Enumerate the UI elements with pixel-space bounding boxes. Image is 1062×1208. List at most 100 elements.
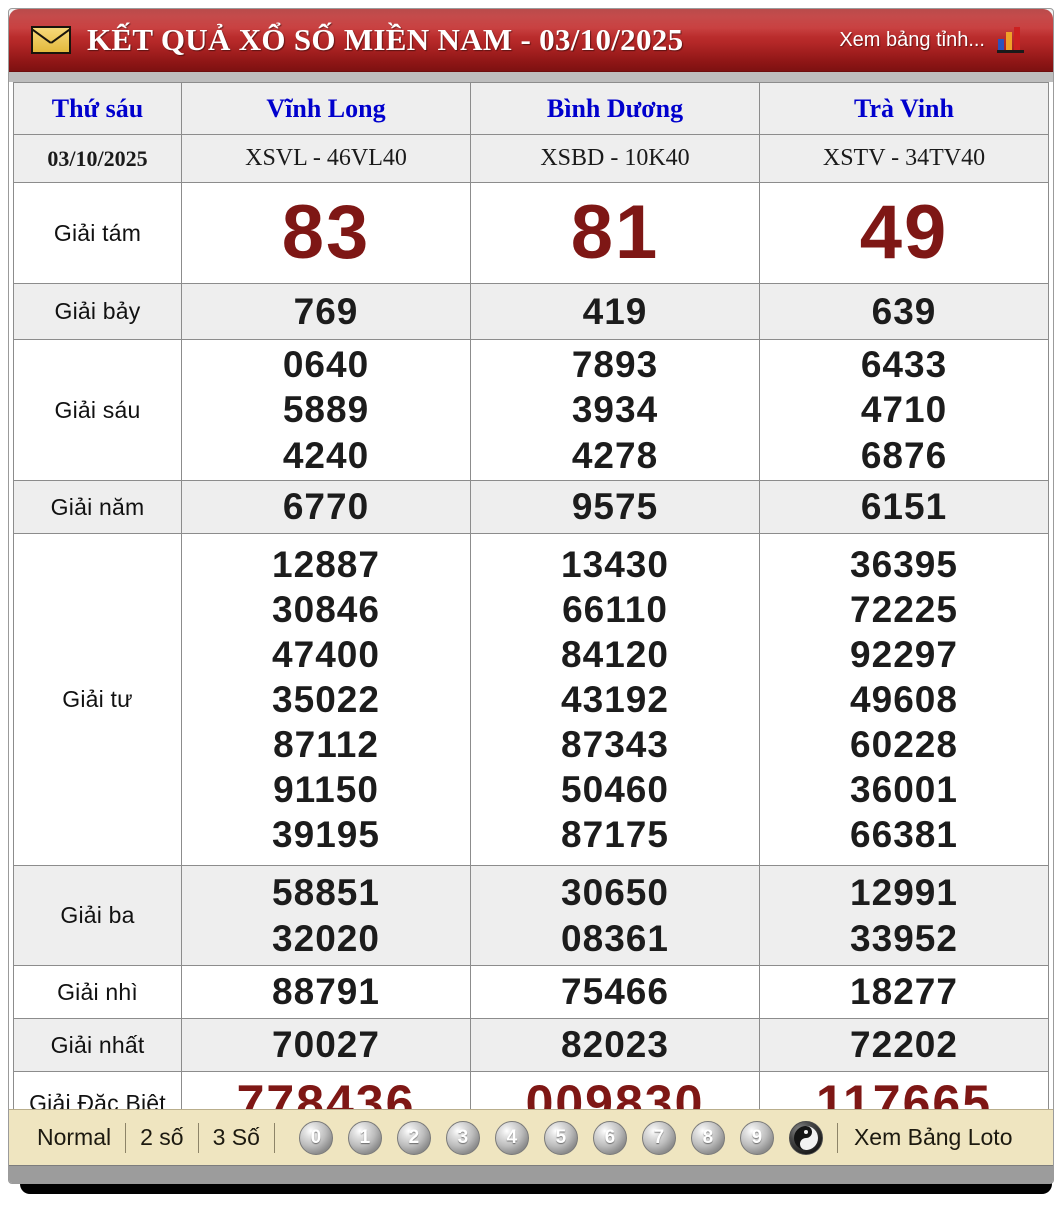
prize-number[interactable]: 08361 xyxy=(561,917,669,959)
prize-number[interactable]: 7893 xyxy=(571,344,659,386)
mode-2-digit-button[interactable]: 2 số xyxy=(140,1124,184,1150)
prize-cell[interactable]: 12887 30846 47400 35022 87112 91150 39195 xyxy=(181,533,471,866)
prize-number[interactable]: 39195 xyxy=(272,814,380,856)
prize-number[interactable]: 419 xyxy=(582,290,648,332)
bar-chart-icon[interactable] xyxy=(997,27,1025,53)
prize-number[interactable]: 36001 xyxy=(850,769,958,811)
prize-number[interactable]: 4710 xyxy=(860,389,948,431)
prize-cell[interactable]: 0640 5889 4240 xyxy=(181,339,471,481)
prize-number[interactable]: 87343 xyxy=(561,724,669,766)
digit-ball-1[interactable]: 1 xyxy=(347,1120,382,1155)
prize-number[interactable]: 36395 xyxy=(850,543,958,585)
prize-number[interactable]: 82023 xyxy=(561,1024,669,1066)
view-loto-table-link[interactable]: Xem Bảng Loto xyxy=(853,1124,1013,1150)
prize-number[interactable]: 58851 xyxy=(272,872,380,914)
prize-number[interactable]: 83 xyxy=(281,190,371,275)
prize-cell[interactable]: 36395 72225 92297 49608 60228 36001 66381 xyxy=(759,533,1049,866)
prize-number[interactable]: 87175 xyxy=(561,814,669,856)
prize-number[interactable]: 117665 xyxy=(815,1074,993,1110)
prize-cell[interactable]: 75466 xyxy=(470,965,760,1019)
prize-cell[interactable]: 6151 xyxy=(759,480,1049,534)
mode-normal-button[interactable]: Normal xyxy=(37,1124,112,1150)
prize-number[interactable]: 639 xyxy=(871,290,937,332)
digit-ball-0[interactable]: 0 xyxy=(298,1120,333,1155)
prize-number[interactable]: 35022 xyxy=(272,678,380,720)
mode-3-digit-button[interactable]: 3 Số xyxy=(212,1124,260,1150)
prize-number[interactable]: 12887 xyxy=(272,543,380,585)
prize-number[interactable]: 3934 xyxy=(571,389,659,431)
prize-number[interactable]: 72225 xyxy=(850,588,958,630)
prize-number[interactable]: 769 xyxy=(293,290,359,332)
prize-cell[interactable]: 769 xyxy=(181,283,471,340)
prize-number[interactable]: 6433 xyxy=(860,344,948,386)
digit-ball-9[interactable]: 9 xyxy=(739,1120,774,1155)
prize-number[interactable]: 43192 xyxy=(561,678,669,720)
prize-cell[interactable]: 117665 xyxy=(759,1071,1049,1110)
prize-cell[interactable]: 639 xyxy=(759,283,1049,340)
prize-cell[interactable]: 7893 3934 4278 xyxy=(470,339,760,481)
prize-number[interactable]: 87112 xyxy=(273,724,379,766)
prize-number[interactable]: 6876 xyxy=(860,434,948,476)
prize-number[interactable]: 92297 xyxy=(850,633,958,675)
prize-number[interactable]: 778436 xyxy=(236,1074,416,1110)
prize-cell[interactable]: 13430 66110 84120 43192 87343 50460 87175 xyxy=(470,533,760,866)
prize-cell[interactable]: 6770 xyxy=(181,480,471,534)
prize-number[interactable]: 70027 xyxy=(272,1024,380,1066)
prize-number[interactable]: 47400 xyxy=(272,633,380,675)
prize-number[interactable]: 75466 xyxy=(561,971,669,1013)
prize-number[interactable]: 81 xyxy=(570,190,660,275)
prize-cell[interactable]: 70027 xyxy=(181,1018,471,1072)
prize-number[interactable]: 33952 xyxy=(850,917,958,959)
prize-number[interactable]: 91150 xyxy=(273,769,379,811)
prize-number[interactable]: 12991 xyxy=(850,872,958,914)
prize-number[interactable]: 49 xyxy=(859,190,949,275)
prize-cell[interactable]: 49 xyxy=(759,182,1049,284)
prize-number[interactable]: 72202 xyxy=(850,1024,958,1066)
prize-cell[interactable]: 72202 xyxy=(759,1018,1049,1072)
prize-number[interactable]: 66110 xyxy=(562,588,668,630)
prize-number[interactable]: 5889 xyxy=(282,389,370,431)
prize-cell[interactable]: 6433 4710 6876 xyxy=(759,339,1049,481)
prize-number[interactable]: 4240 xyxy=(282,434,370,476)
view-province-table-link[interactable]: Xem bảng tỉnh... xyxy=(839,28,985,51)
prize-number[interactable]: 18277 xyxy=(850,971,958,1013)
prize-number[interactable]: 88791 xyxy=(272,971,380,1013)
prize-number[interactable]: 4278 xyxy=(571,434,659,476)
prize-cell[interactable]: 82023 xyxy=(470,1018,760,1072)
digit-ball-5[interactable]: 5 xyxy=(543,1120,578,1155)
prize-number[interactable]: 0640 xyxy=(282,344,370,386)
digit-ball-2[interactable]: 2 xyxy=(396,1120,431,1155)
digit-ball-3[interactable]: 3 xyxy=(445,1120,480,1155)
prize-cell[interactable]: 009830 xyxy=(470,1071,760,1110)
prize-number[interactable]: 49608 xyxy=(850,678,958,720)
prize-cell[interactable]: 778436 xyxy=(181,1071,471,1110)
province-header-1[interactable]: Bình Dương xyxy=(470,82,760,135)
prize-cell[interactable]: 58851 32020 xyxy=(181,865,471,966)
province-header-2[interactable]: Trà Vinh xyxy=(759,82,1049,135)
prize-number[interactable]: 9575 xyxy=(571,486,659,528)
prize-cell[interactable]: 30650 08361 xyxy=(470,865,760,966)
prize-number[interactable]: 009830 xyxy=(525,1074,705,1110)
prize-number[interactable]: 30650 xyxy=(561,872,669,914)
prize-cell[interactable]: 419 xyxy=(470,283,760,340)
digit-ball-8[interactable]: 8 xyxy=(690,1120,725,1155)
prize-cell[interactable]: 83 xyxy=(181,182,471,284)
prize-number[interactable]: 84120 xyxy=(561,633,669,675)
prize-number[interactable]: 50460 xyxy=(561,769,669,811)
prize-number[interactable]: 6770 xyxy=(282,486,370,528)
prize-number[interactable]: 60228 xyxy=(850,724,958,766)
prize-cell[interactable]: 88791 xyxy=(181,965,471,1019)
prize-cell[interactable]: 12991 33952 xyxy=(759,865,1049,966)
prize-number[interactable]: 30846 xyxy=(272,588,380,630)
prize-number[interactable]: 6151 xyxy=(860,486,948,528)
prize-number[interactable]: 32020 xyxy=(272,917,380,959)
prize-cell[interactable]: 18277 xyxy=(759,965,1049,1019)
digit-ball-7[interactable]: 7 xyxy=(641,1120,676,1155)
digit-ball-6[interactable]: 6 xyxy=(592,1120,627,1155)
prize-cell[interactable]: 81 xyxy=(470,182,760,284)
province-header-0[interactable]: Vĩnh Long xyxy=(181,82,471,135)
prize-number[interactable]: 66381 xyxy=(850,814,958,856)
prize-cell[interactable]: 9575 xyxy=(470,480,760,534)
yin-yang-icon[interactable] xyxy=(788,1120,823,1155)
prize-number[interactable]: 13430 xyxy=(561,543,669,585)
